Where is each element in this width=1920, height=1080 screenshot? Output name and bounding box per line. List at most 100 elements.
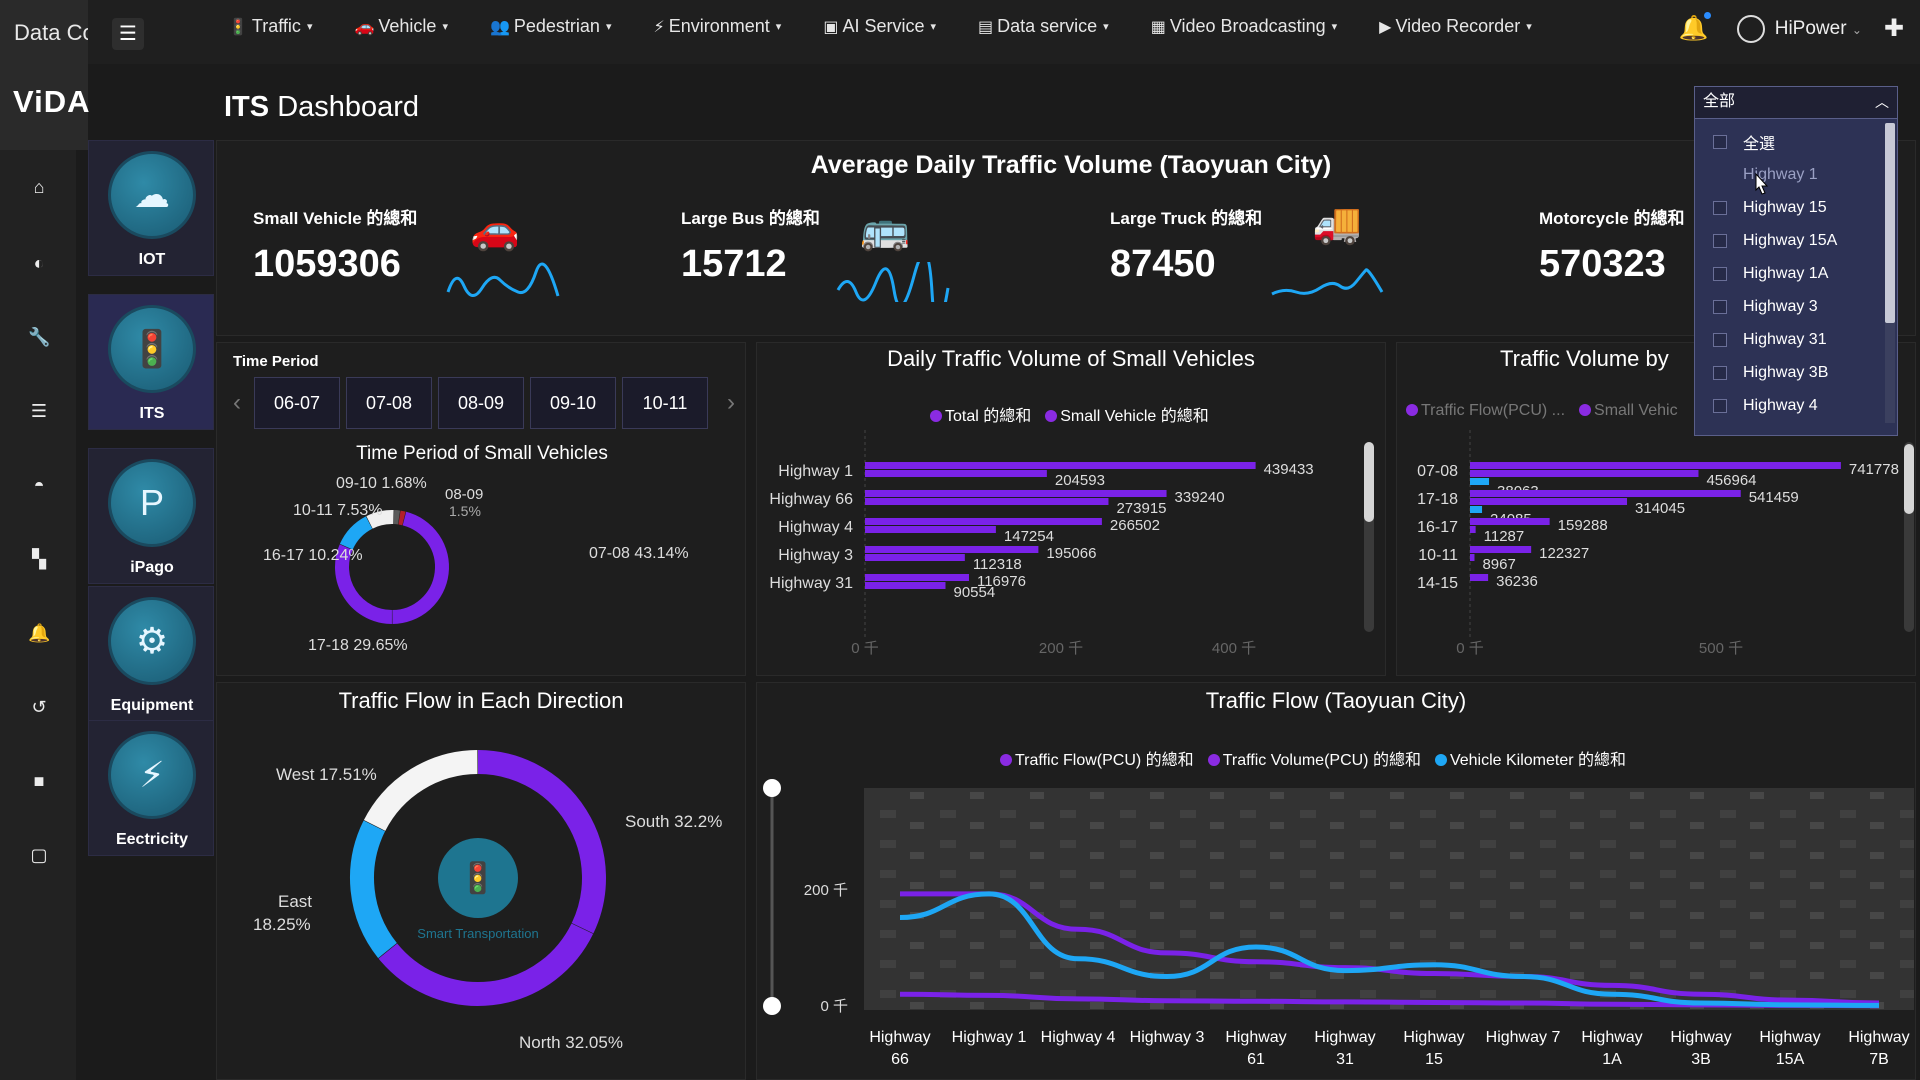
bar[interactable] [865, 582, 946, 589]
plugin-icon[interactable]: ✚ [1883, 15, 1904, 42]
menu-vehicle[interactable]: 🚗 Vehicle ▾ [354, 16, 448, 36]
dropdown-option[interactable]: Highway 1 [1743, 165, 1818, 183]
legend-item[interactable]: Small Vehic [1579, 402, 1678, 420]
checkbox[interactable] [1713, 365, 1727, 380]
legend-item[interactable]: Traffic Flow(PCU) 的總和 [1000, 746, 1194, 770]
dropdown-option[interactable]: Highway 31 [1695, 323, 1897, 356]
highway-filter-dropdown[interactable]: 全部 ︿ 全選 Highway 1 Highway 15 Highway 15A … [1694, 86, 1898, 436]
donut-slice[interactable] [398, 510, 406, 526]
bar[interactable] [1470, 574, 1489, 581]
dropdown-option[interactable]: Highway 15 [1695, 191, 1897, 224]
history-icon[interactable]: ↺ [31, 697, 47, 717]
bar[interactable] [865, 554, 965, 561]
checkbox[interactable] [1713, 398, 1727, 413]
menu-video-broadcasting[interactable]: ▦ Video Broadcasting ▾ [1150, 16, 1338, 36]
dashboard-icon[interactable]: ◓ [33, 475, 45, 495]
dropdown-option[interactable]: Highway 4 [1695, 389, 1897, 422]
dropdown-option[interactable]: Highway 15A [1695, 224, 1897, 257]
bar[interactable] [865, 546, 1039, 553]
chevron-left-icon[interactable]: ‹ [233, 389, 241, 416]
user-name[interactable]: HiPower ⌄ [1774, 17, 1862, 39]
series-line[interactable] [899, 891, 1880, 1008]
dropdown-option[interactable]: Highway 3 [1695, 290, 1897, 323]
hamburger-menu-button[interactable]: ☰ [112, 18, 144, 50]
bar[interactable] [865, 490, 1167, 497]
donut-slice[interactable] [378, 923, 594, 1006]
range-slider-handle-bottom[interactable] [763, 997, 781, 1015]
app-equipment[interactable]: ⚙ Equipment [88, 586, 214, 722]
bar[interactable] [1470, 470, 1699, 477]
database-icon[interactable]: ☰ [30, 401, 48, 421]
donut-slice[interactable] [335, 544, 393, 624]
app-iot[interactable]: ☁ IOT [88, 140, 214, 276]
menu-environment[interactable]: ⚡ Environment ▾ [653, 16, 782, 36]
time-period-button[interactable]: 10-11 [622, 377, 708, 429]
checkbox[interactable] [1713, 266, 1727, 281]
time-period-button[interactable]: 09-10 [530, 377, 616, 429]
notification-bell-icon[interactable]: 🔔 [1679, 12, 1711, 43]
dropdown-option[interactable]: Highway 3B [1695, 356, 1897, 389]
bar[interactable] [1470, 526, 1476, 533]
donut-slice[interactable] [339, 516, 373, 550]
scrollbar-thumb[interactable] [1904, 444, 1914, 514]
time-period-button[interactable]: 06-07 [254, 377, 340, 429]
app-its[interactable]: 🚦 ITS [88, 294, 214, 430]
bar[interactable] [1470, 462, 1841, 469]
dropdown-option[interactable]: Highway 1A [1695, 257, 1897, 290]
alarm-icon[interactable]: 🔔 [28, 623, 51, 643]
map-icon[interactable]: ▚ [32, 549, 46, 569]
legend-item[interactable]: Traffic Flow(PCU) ... [1406, 402, 1565, 420]
scrollbar-thumb[interactable] [1364, 442, 1374, 522]
bar[interactable] [1470, 518, 1550, 525]
legend-item[interactable]: Small Vehicle 的總和 [1045, 402, 1209, 426]
menu-pedestrian[interactable]: 👥 Pedestrian ▾ [489, 16, 612, 36]
legend-item[interactable]: Total 的總和 [930, 402, 1031, 426]
scrollbar-thumb[interactable] [1885, 123, 1895, 323]
wrench-icon[interactable]: 🔧 [28, 327, 51, 347]
bar[interactable] [1470, 490, 1741, 497]
bar[interactable] [865, 518, 1102, 525]
checkbox[interactable] [1713, 332, 1727, 347]
bar[interactable] [1470, 506, 1483, 513]
bar[interactable] [1470, 498, 1628, 505]
vida-logo[interactable]: ViDA [13, 84, 91, 119]
bar[interactable] [1470, 478, 1490, 485]
donut-slice[interactable] [392, 511, 449, 624]
chevron-right-icon[interactable]: › [727, 389, 735, 416]
traffic-volume-by-title: Traffic Volume by [1500, 346, 1669, 371]
camera-icon[interactable]: ■ [33, 771, 45, 791]
time-period-button[interactable]: 08-09 [438, 377, 524, 429]
checkbox[interactable] [1713, 233, 1727, 248]
bar[interactable] [865, 462, 1256, 469]
app-ipago[interactable]: P iPago [88, 448, 214, 584]
legend-item[interactable]: Vehicle Kilometer 的總和 [1434, 746, 1626, 770]
range-slider-handle-top[interactable] [763, 779, 781, 797]
dropdown-selected[interactable]: 全部 ︿ [1695, 87, 1897, 119]
bar[interactable] [1470, 554, 1475, 561]
toggle-icon[interactable]: ◐ [33, 253, 45, 273]
calendar-icon[interactable]: ▢ [30, 845, 48, 865]
app-electricity[interactable]: ⚡ Eectricity [88, 720, 214, 856]
donut-slice[interactable] [366, 510, 394, 529]
bar[interactable] [1470, 546, 1532, 553]
menu-video-recorder[interactable]: ▶ Video Recorder ▾ [1379, 16, 1532, 36]
checkbox[interactable] [1713, 134, 1727, 149]
bar[interactable] [865, 574, 969, 581]
checkbox[interactable] [1713, 299, 1727, 314]
menu-ai-service[interactable]: ▣ AI Service ▾ [823, 16, 936, 36]
dropdown-scrollbar[interactable] [1885, 123, 1895, 423]
checkbox[interactable] [1713, 200, 1727, 215]
bar[interactable] [865, 498, 1109, 505]
menu-traffic[interactable]: 🚦 Traffic ▾ [228, 16, 313, 36]
bar[interactable] [865, 470, 1047, 477]
home-icon[interactable]: ⌂ [33, 177, 45, 197]
donut-slice[interactable] [477, 750, 606, 934]
donut-slice[interactable] [350, 820, 398, 959]
legend-item[interactable]: Traffic Volume(PCU) 的總和 [1207, 746, 1421, 770]
dropdown-option[interactable]: 全選 [1695, 125, 1897, 158]
bar[interactable] [865, 526, 996, 533]
donut-slice[interactable] [363, 750, 478, 832]
menu-data-service[interactable]: ▤ Data service ▾ [978, 16, 1109, 36]
user-avatar-icon[interactable] [1736, 14, 1765, 43]
time-period-button[interactable]: 07-08 [346, 377, 432, 429]
